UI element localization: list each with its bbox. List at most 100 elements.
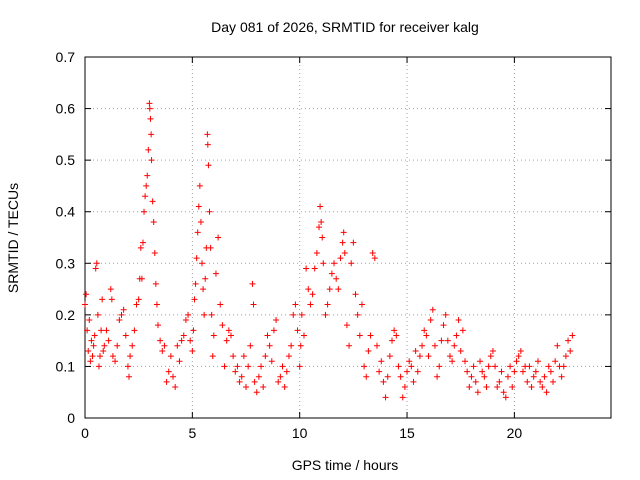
data-point [537, 378, 544, 385]
data-point [90, 342, 97, 349]
data-point [118, 311, 125, 318]
data-point [109, 353, 116, 360]
data-point [378, 358, 385, 365]
data-point [249, 280, 256, 287]
data-point [479, 368, 486, 375]
y-tick-label: 0 [67, 410, 75, 426]
data-point [513, 358, 520, 365]
data-point [419, 342, 426, 349]
data-point [425, 353, 432, 360]
data-point [404, 368, 411, 375]
data-point [440, 322, 447, 329]
data-point [386, 353, 393, 360]
data-point [93, 260, 100, 267]
y-tick-label: 0.1 [56, 358, 76, 374]
data-point [153, 301, 160, 308]
data-point [185, 311, 192, 318]
y-tick-label: 0.3 [56, 255, 76, 271]
data-point [238, 373, 245, 380]
y-tick-label: 0.5 [56, 152, 76, 168]
data-point [270, 327, 277, 334]
data-point [116, 317, 123, 324]
data-point [504, 373, 511, 380]
y-tick-label: 0.4 [56, 204, 76, 220]
data-point [101, 342, 108, 349]
data-point [317, 203, 324, 210]
data-point [163, 378, 170, 385]
data-point [395, 363, 402, 370]
data-point [124, 363, 131, 370]
data-point [498, 368, 505, 375]
data-point [552, 358, 559, 365]
data-point [472, 378, 479, 385]
y-axis: 0 0.1 0.2 0.3 0.4 0.5 0.6 0.7 [56, 49, 611, 426]
x-axis: 0 5 10 15 20 [81, 57, 522, 441]
data-point [408, 363, 415, 370]
data-point [225, 327, 232, 334]
data-point [279, 363, 286, 370]
data-point [190, 327, 197, 334]
data-point [468, 373, 475, 380]
data-point [204, 131, 211, 138]
data-point [515, 353, 522, 360]
y-axis-label: SRMTID / TECUs [5, 183, 21, 293]
data-point [380, 378, 387, 385]
data-point [477, 358, 484, 365]
data-point [273, 317, 280, 324]
data-point [361, 363, 368, 370]
data-point [129, 342, 136, 349]
data-point [83, 291, 90, 298]
data-point [200, 286, 207, 293]
data-point [217, 301, 224, 308]
data-point [215, 234, 222, 241]
data-point [202, 275, 209, 282]
data-point [199, 260, 206, 267]
data-point [346, 342, 353, 349]
data-point [296, 363, 303, 370]
data-point [194, 229, 201, 236]
data-point [207, 244, 214, 251]
data-point [262, 353, 269, 360]
data-point [95, 363, 102, 370]
data-point [133, 301, 140, 308]
data-point [567, 347, 574, 354]
data-point [165, 368, 172, 375]
data-point [526, 363, 533, 370]
data-point [307, 301, 314, 308]
data-point [427, 317, 434, 324]
data-point [141, 208, 148, 215]
data-point [298, 311, 305, 318]
data-point [253, 389, 260, 396]
data-point [562, 353, 569, 360]
data-point [187, 337, 194, 344]
data-point [457, 347, 464, 354]
data-point [333, 275, 340, 282]
data-point [406, 358, 413, 365]
data-point [489, 347, 496, 354]
data-point [277, 373, 284, 380]
data-point [389, 337, 396, 344]
data-point [535, 358, 542, 365]
data-point [481, 373, 488, 380]
data-point [365, 347, 372, 354]
data-point [560, 363, 567, 370]
data-point [147, 115, 154, 122]
data-point [108, 296, 115, 303]
data-point [509, 384, 516, 391]
data-point [401, 384, 408, 391]
data-point [421, 327, 428, 334]
data-point [161, 342, 168, 349]
data-point [320, 260, 327, 267]
data-point [412, 347, 419, 354]
data-point [99, 296, 106, 303]
data-point [340, 229, 347, 236]
data-point [107, 286, 114, 293]
data-point [494, 384, 501, 391]
data-point [247, 342, 254, 349]
data-point [517, 347, 524, 354]
data-point [148, 157, 155, 164]
data-point [565, 337, 572, 344]
data-point [208, 311, 215, 318]
